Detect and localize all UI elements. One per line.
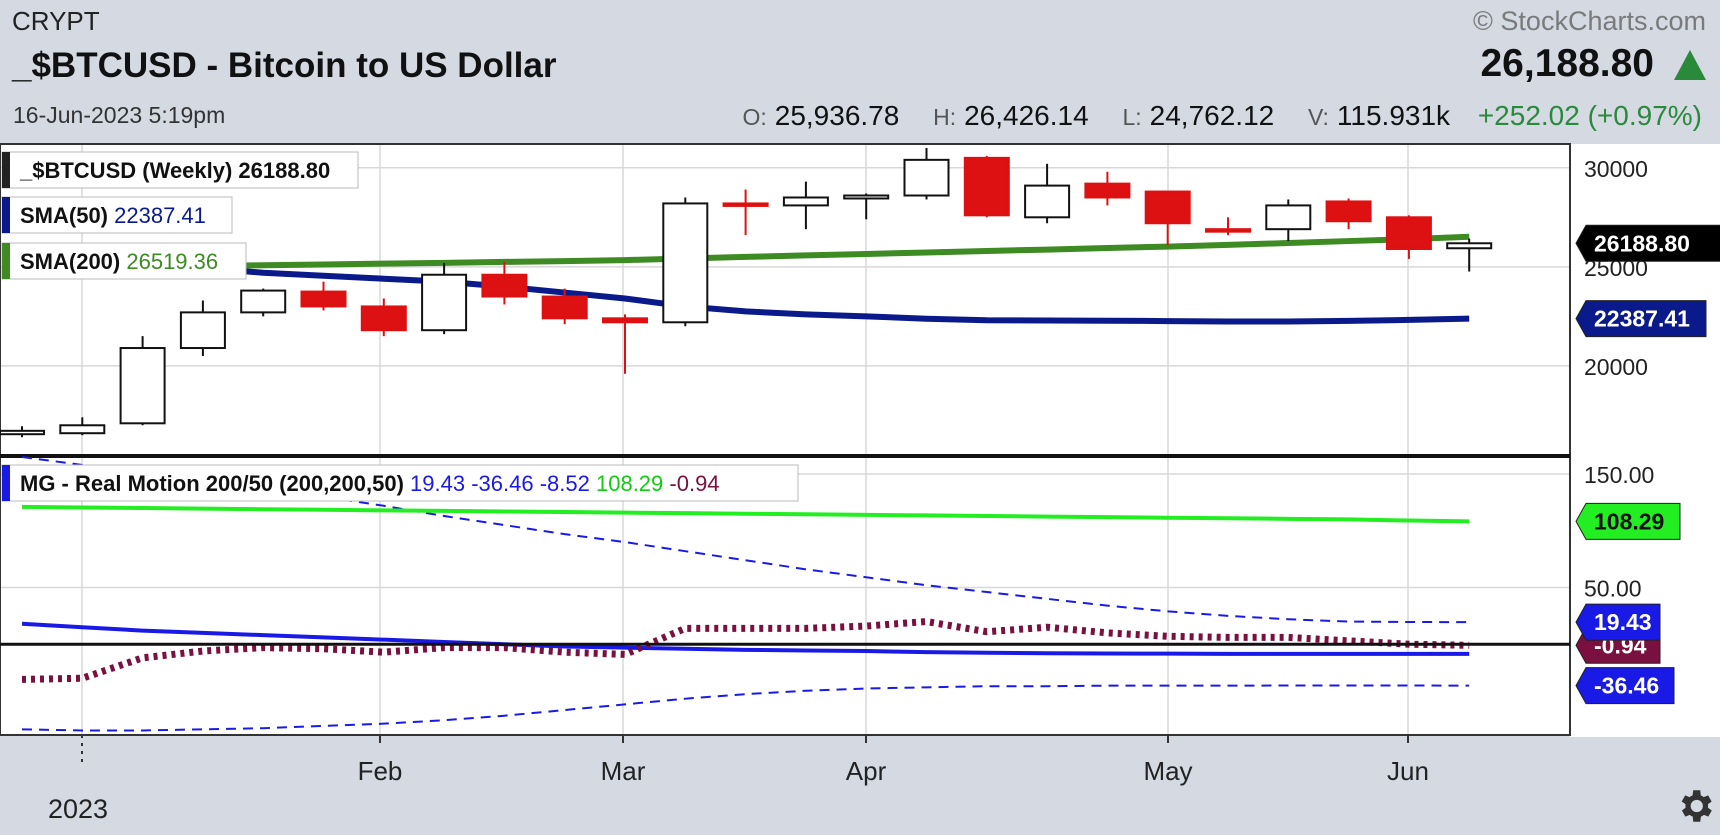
- candle-body-18: [1024, 184, 1071, 219]
- chart-title: _$BTCUSD - Bitcoin to US Dollar: [12, 46, 557, 85]
- x-tick-label-4: May: [1143, 756, 1192, 786]
- sma50-line: [21, 251, 1470, 325]
- candle-body-22: [1265, 204, 1312, 231]
- candle-body-25: [1446, 242, 1493, 250]
- candle-body-1: [0, 429, 45, 436]
- candle-body-16: [903, 158, 950, 197]
- legend-sma50-swatch: [2, 197, 10, 233]
- low-value: 24,762.12: [1149, 100, 1275, 131]
- up-arrow-icon: [1674, 50, 1706, 80]
- candle-body-12: [662, 202, 709, 324]
- sma200-line: [21, 233, 1470, 272]
- volume-label: V:: [1308, 104, 1329, 130]
- mg-series-line-2: [21, 684, 1470, 732]
- legend-mg: MG - Real Motion 200/50 (200,200,50) 19.…: [20, 471, 720, 496]
- candle-body-4: [179, 311, 226, 350]
- y-tick-label-4: 150.00: [1584, 462, 1654, 488]
- open-label: O:: [742, 104, 767, 130]
- y-tick-label-3: 30000: [1584, 156, 1648, 182]
- x-tick-label-2: Mar: [601, 756, 646, 786]
- exchange-label: CRYPT: [12, 6, 100, 36]
- candle-body-11: [602, 317, 648, 324]
- mg-green-tag: 108.29: [1594, 508, 1664, 534]
- x-tick-label-1: Feb: [358, 756, 403, 786]
- y-tick-label-5: 50.00: [1584, 575, 1642, 601]
- mg-upper-tag: 19.43: [1594, 609, 1652, 635]
- candle-body-2: [59, 424, 106, 435]
- legend-sma200-box: [1, 242, 247, 280]
- mg-series-line-3: [21, 621, 1470, 656]
- candle-body-9: [481, 273, 528, 298]
- mg-lower-tag: -36.46: [1594, 673, 1659, 699]
- candle-body-24: [1385, 216, 1432, 250]
- last-price-tag-shape: [1575, 224, 1720, 262]
- plot-frame: [0, 143, 1571, 736]
- volume-value: 115.931k: [1336, 100, 1451, 131]
- open-value: 25,936.78: [774, 100, 900, 131]
- x-tick-label-5: Jun: [1387, 756, 1429, 786]
- mg-lower-tag-shape: [1575, 667, 1675, 705]
- mg-series-line-4: [21, 504, 1470, 524]
- candle-body-20: [1144, 190, 1191, 225]
- mg-series-line-5: [21, 618, 1470, 683]
- ohlc-readout: O: 25,936.78 H: 26,426.14 L: 24,762.12 V: 11…: [716, 100, 1702, 132]
- candle-body-6: [300, 290, 347, 308]
- brand-logo[interactable]: © StockCharts.com: [1473, 6, 1706, 36]
- low-label: L:: [1122, 104, 1142, 130]
- candle-body-13: [722, 202, 769, 207]
- candle-body-14: [782, 196, 829, 207]
- legend-sma200: SMA(200) 26519.36: [20, 249, 218, 274]
- last-price-tag: 26188.80: [1594, 230, 1690, 256]
- candle-body-19: [1084, 182, 1131, 199]
- gear-icon[interactable]: [1674, 785, 1716, 827]
- legend-mg-box: [1, 464, 799, 502]
- candle-body-7: [360, 305, 407, 332]
- x-tick-label-3: Apr: [846, 756, 887, 786]
- candle-body-5: [240, 289, 287, 314]
- legend-price: _$BTCUSD (Weekly) 26188.80: [19, 158, 330, 183]
- candle-body-23: [1325, 200, 1372, 223]
- candle-body-3: [119, 347, 166, 425]
- candle-body-8: [421, 273, 468, 332]
- high-label: H:: [933, 104, 957, 130]
- y-tick-label-1: 20000: [1584, 354, 1648, 380]
- legend-sma200-swatch: [2, 243, 10, 279]
- sma50-tag-shape: [1575, 300, 1707, 338]
- candle-body-15: [843, 194, 890, 200]
- candle-body-10: [541, 295, 588, 320]
- high-value: 26,426.14: [964, 100, 1089, 131]
- legend-price-swatch: [2, 152, 10, 188]
- price-change: +252.02 (+0.97%): [1477, 100, 1702, 131]
- legend-sma50: SMA(50) 22387.41: [20, 203, 206, 228]
- mg-upper-tag-shape: [1575, 603, 1661, 641]
- candle-body-17: [963, 156, 1010, 217]
- mg-green-tag-shape: [1575, 502, 1681, 540]
- sma50-tag: 22387.41: [1594, 306, 1690, 332]
- candle-body-21: [1205, 228, 1251, 233]
- legend-price-box: [1, 151, 359, 189]
- year-label: 2023: [48, 794, 108, 824]
- timestamp: 16-Jun-2023 5:19pm: [13, 102, 226, 128]
- last-price: 26,188.80: [1480, 42, 1654, 85]
- legend-mg-swatch: [2, 465, 10, 501]
